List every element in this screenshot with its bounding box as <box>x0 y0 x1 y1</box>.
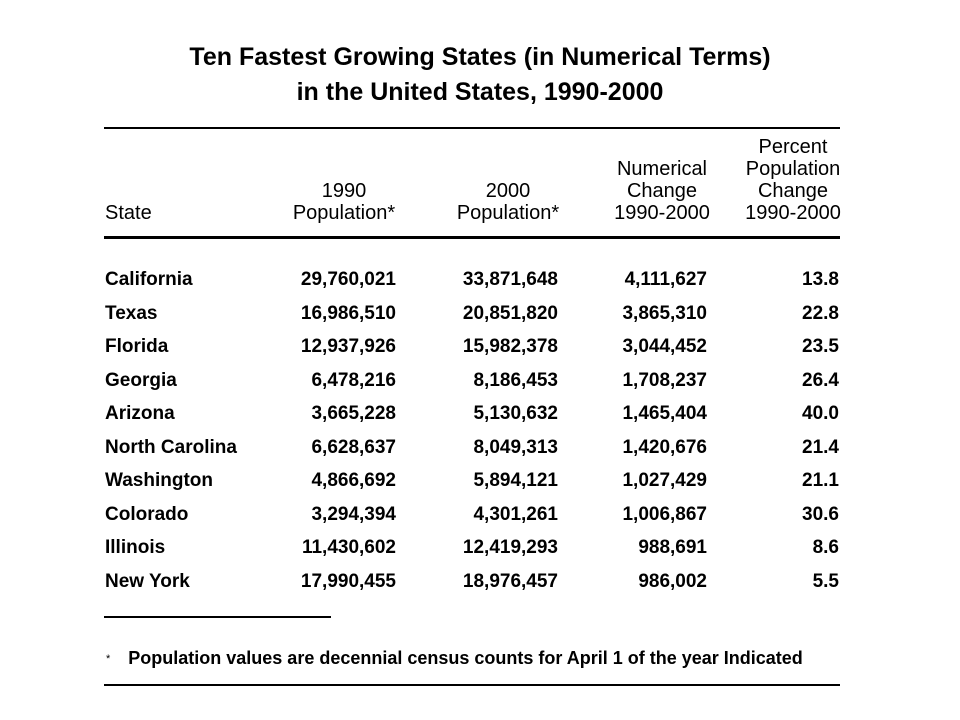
cell-pop-2000: 8,049,313 <box>473 436 558 458</box>
cell-percent-change: 21.1 <box>802 470 839 491</box>
cell-pop-2000: 33,871,648 <box>462 269 558 290</box>
title-line-2: in the United States, 1990-2000 <box>296 78 664 106</box>
cell-state: Arizona <box>105 403 175 424</box>
table-row: Washington 4,866,692 5,894,121 1,027,429… <box>0 464 960 498</box>
table-row: North Carolina 6,628,637 8,049,313 1,420… <box>0 431 960 465</box>
header-1990-population: 1990 Population* <box>276 180 412 224</box>
cell-percent-change: 22.8 <box>802 302 839 324</box>
table-row: Colorado 3,294,394 4,301,261 1,006,867 3… <box>0 498 960 532</box>
header-percent-line: 1990-2000 <box>745 202 841 224</box>
header-numerical-change: Numerical Change 1990-2000 <box>600 158 724 224</box>
table-row: New York 17,990,455 18,976,457 986,002 5… <box>0 565 960 599</box>
footnote-asterisk: * <box>106 653 111 665</box>
slide-title: Ten Fastest Growing States (in Numerical… <box>0 40 960 110</box>
cell-pop-1990: 17,990,455 <box>300 570 396 592</box>
cell-numerical-change: 1,027,429 <box>622 470 707 491</box>
cell-numerical-change: 3,865,310 <box>622 302 707 324</box>
cell-pop-2000: 4,301,261 <box>473 503 558 525</box>
cell-state: North Carolina <box>105 436 237 458</box>
cell-percent-change: 8.6 <box>812 537 839 558</box>
header-numerical-line: Change <box>626 180 698 202</box>
cell-pop-1990: 6,628,637 <box>311 436 396 458</box>
header-divider <box>104 236 840 239</box>
header-state-label: State <box>105 202 152 224</box>
footnote: * Population values are decennial census … <box>106 646 803 670</box>
cell-percent-change: 40.0 <box>802 403 839 424</box>
cell-percent-change: 21.4 <box>802 436 839 458</box>
cell-numerical-change: 3,044,452 <box>622 336 707 357</box>
cell-numerical-change: 1,420,676 <box>622 436 707 458</box>
cell-percent-change: 5.5 <box>812 570 839 592</box>
cell-numerical-change: 1,465,404 <box>622 403 707 424</box>
cell-state: Illinois <box>105 537 166 558</box>
cell-numerical-change: 988,691 <box>638 537 707 558</box>
cell-state: Texas <box>105 302 158 324</box>
table-row: California 29,760,021 33,871,648 4,111,6… <box>0 263 960 297</box>
table-row: Illinois 11,430,602 12,419,293 988,691 8… <box>0 531 960 565</box>
header-2000-line: 2000 <box>485 180 531 202</box>
cell-percent-change: 13.8 <box>802 269 839 290</box>
header-percent-change: Percent Population Change 1990-2000 <box>724 136 862 224</box>
table-row: Texas 16,986,510 20,851,820 3,865,310 22… <box>0 297 960 331</box>
header-1990-line: 1990 <box>321 180 367 202</box>
header-state: State <box>105 202 152 224</box>
cell-pop-2000: 5,894,121 <box>473 470 558 491</box>
header-numerical-line: 1990-2000 <box>614 202 710 224</box>
cell-numerical-change: 1,708,237 <box>622 369 707 391</box>
bottom-divider <box>104 684 840 686</box>
cell-state: Colorado <box>105 503 189 525</box>
table-body: California 29,760,021 33,871,648 4,111,6… <box>0 263 960 598</box>
top-divider <box>104 127 840 129</box>
cell-pop-1990: 12,937,926 <box>300 336 396 357</box>
header-2000-population: 2000 Population* <box>440 180 576 224</box>
cell-pop-2000: 18,976,457 <box>462 570 558 592</box>
cell-percent-change: 23.5 <box>802 336 839 357</box>
footnote-divider <box>104 616 331 618</box>
footnote-text: Population values are decennial census c… <box>128 648 803 668</box>
cell-pop-1990: 4,866,692 <box>311 470 396 491</box>
cell-pop-2000: 8,186,453 <box>473 369 558 391</box>
cell-pop-1990: 3,665,228 <box>311 403 396 424</box>
cell-pop-2000: 12,419,293 <box>462 537 558 558</box>
table-row: Georgia 6,478,216 8,186,453 1,708,237 26… <box>0 364 960 398</box>
cell-state: Florida <box>105 336 169 357</box>
cell-numerical-change: 4,111,627 <box>624 269 707 290</box>
cell-percent-change: 26.4 <box>802 369 839 391</box>
header-percent-line: Population <box>745 158 841 180</box>
header-percent-line: Change <box>757 180 829 202</box>
cell-percent-change: 30.6 <box>802 503 839 525</box>
title-line-1: Ten Fastest Growing States (in Numerical… <box>189 43 771 71</box>
cell-numerical-change: 1,006,867 <box>622 503 707 525</box>
header-2000-line: Population* <box>456 202 560 224</box>
table-row: Arizona 3,665,228 5,130,632 1,465,404 40… <box>0 397 960 431</box>
cell-numerical-change: 986,002 <box>638 570 707 592</box>
cell-pop-2000: 5,130,632 <box>473 403 558 424</box>
cell-state: California <box>105 269 193 290</box>
table-row: Florida 12,937,926 15,982,378 3,044,452 … <box>0 330 960 364</box>
cell-state: Washington <box>105 470 213 491</box>
header-percent-line: Percent <box>758 136 828 158</box>
header-1990-line: Population* <box>292 202 396 224</box>
cell-pop-1990: 3,294,394 <box>311 503 396 525</box>
cell-pop-1990: 6,478,216 <box>311 369 396 391</box>
cell-pop-1990: 29,760,021 <box>300 269 396 290</box>
cell-pop-2000: 20,851,820 <box>462 302 558 324</box>
cell-pop-1990: 11,430,602 <box>301 537 396 558</box>
cell-pop-2000: 15,982,378 <box>462 336 558 357</box>
header-numerical-line: Numerical <box>616 158 708 180</box>
cell-pop-1990: 16,986,510 <box>300 302 396 324</box>
cell-state: New York <box>105 570 190 592</box>
cell-state: Georgia <box>105 369 177 391</box>
